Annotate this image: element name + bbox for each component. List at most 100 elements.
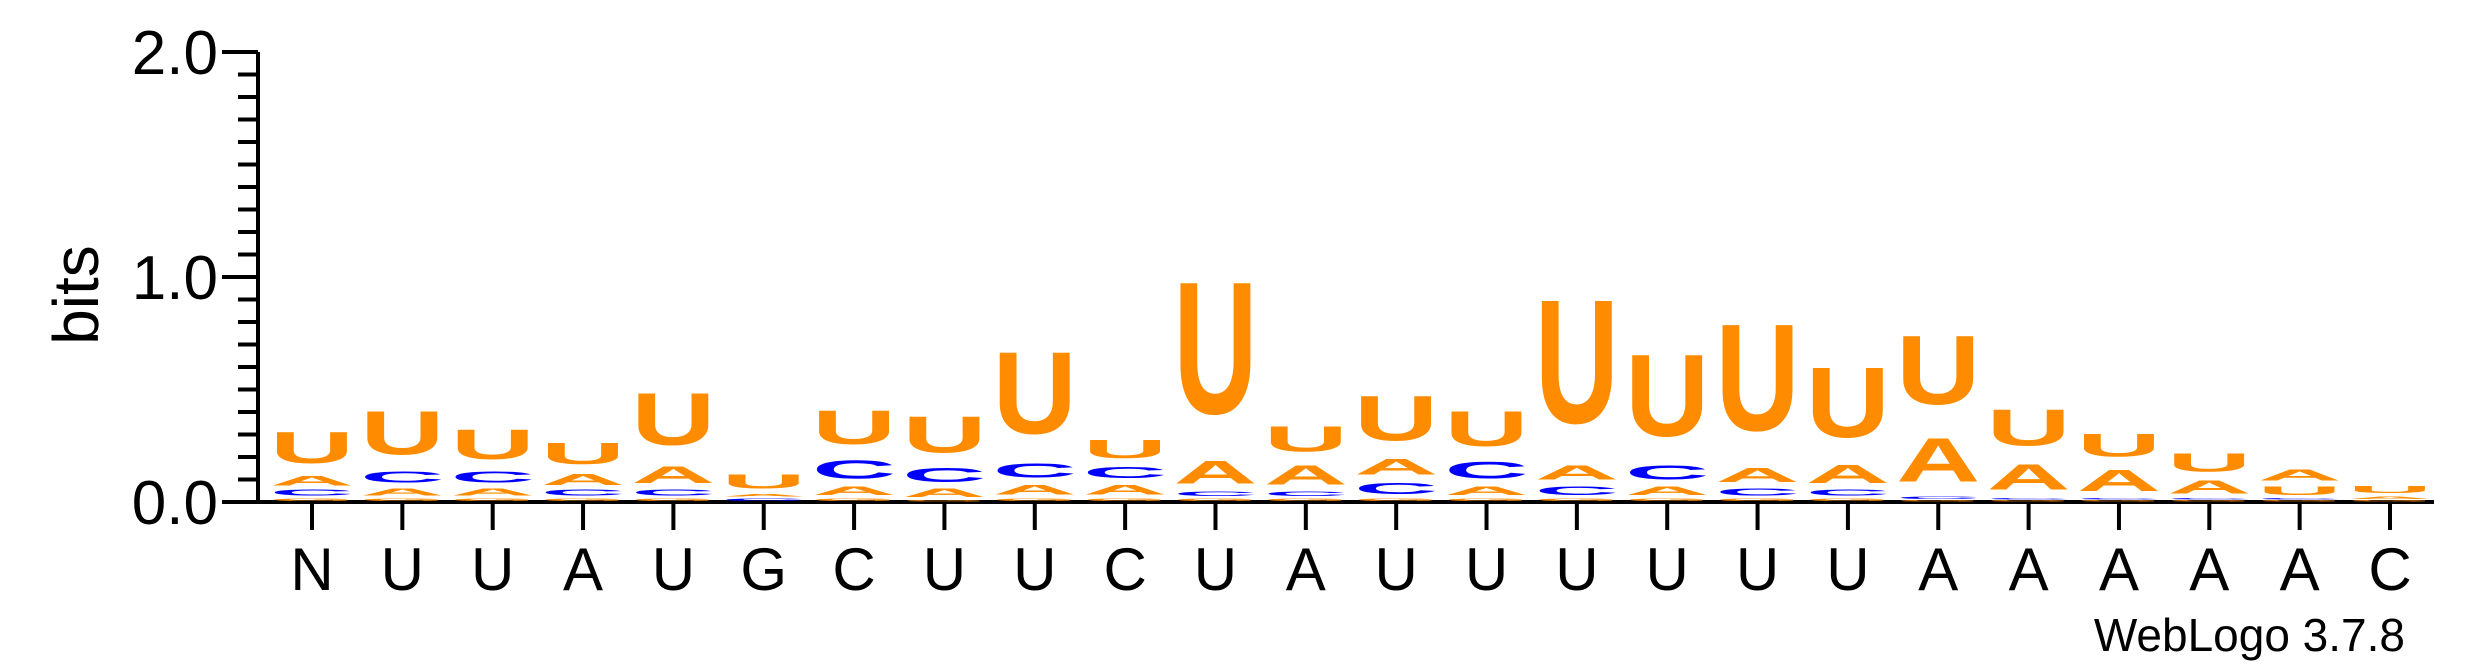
logo-letter-a: A	[1083, 482, 1167, 498]
logo-letter-a: A	[2077, 464, 2161, 498]
logo-letter-u: U	[2348, 484, 2432, 495]
logo-letter-a: A	[902, 486, 986, 500]
logo-letter-c: C	[631, 489, 715, 498]
logo-letter-a: A	[1987, 457, 2071, 497]
x-tick-label: U	[471, 536, 514, 603]
y-tick-label: 0.0	[132, 469, 218, 538]
logo-letter-g: G	[1535, 498, 1619, 502]
y-axis: 0.0 1.0 2.0	[132, 19, 260, 538]
logo-letter-g: G	[1083, 498, 1167, 502]
logo-letter-g: G	[451, 498, 535, 502]
logo-letter-c: C	[1806, 489, 1890, 498]
logo-letter-u: U	[1716, 292, 1800, 463]
x-tick-label: U	[1194, 536, 1237, 603]
logo-letter-a: A	[270, 473, 354, 489]
logo-letter-a: A	[722, 493, 806, 497]
logo-letter-u: U	[1264, 419, 1348, 459]
logo-letter-g: G	[1625, 498, 1709, 502]
logo-letter-g: G	[2077, 500, 2161, 502]
x-tick-label: U	[381, 536, 424, 603]
logo-letter-a: A	[631, 461, 715, 488]
x-tick-label: C	[2368, 536, 2411, 603]
x-tick-label: U	[652, 536, 695, 603]
x-tick-label: U	[1646, 536, 1689, 603]
logo-letter-c: C	[1445, 457, 1529, 484]
logo-letter-a: A	[1264, 459, 1348, 491]
logo-letter-u: U	[812, 400, 896, 454]
logo-letter-c: C	[812, 455, 896, 484]
logo-letter-c: C	[451, 468, 535, 486]
x-tick-label: U	[1826, 536, 1869, 603]
x-tick-label: U	[923, 536, 966, 603]
logo-letter-c: C	[1716, 486, 1800, 497]
logo-letter-g: G	[902, 500, 986, 502]
logo-column: CAU	[722, 470, 806, 502]
logo-letter-a: A	[2348, 495, 2432, 499]
logo-letter-a: A	[1716, 464, 1800, 487]
logo-letter-g: G	[812, 498, 896, 502]
letter-stacks: GCAUGACUGACUGCAUGCAUCAUGACUGACUGACUGACUG…	[270, 243, 2432, 502]
logo-letter-g: G	[541, 498, 625, 502]
y-axis-label: bits	[40, 245, 112, 345]
logo-letter-g: G	[631, 498, 715, 502]
logo-letter-a: A	[1445, 484, 1529, 498]
logo-letter-u: U	[1445, 401, 1529, 457]
x-tick-label: A	[1918, 536, 1958, 603]
weblogo-credit: WebLogo 3.7.8	[2093, 609, 2405, 661]
logo-letter-u: U	[722, 470, 806, 493]
logo-letter-c: C	[360, 468, 444, 486]
logo-letter-u: U	[360, 398, 444, 467]
logo-letter-u: U	[451, 421, 535, 468]
logo-letter-c: C	[541, 489, 625, 498]
logo-column: GAU	[2348, 484, 2432, 502]
x-tick-label: A	[1286, 536, 1326, 603]
logo-letter-g: G	[1806, 498, 1890, 502]
logo-letter-g: G	[1987, 500, 2071, 502]
logo-letter-g: G	[2348, 500, 2432, 502]
logo-letter-u: U	[1354, 382, 1438, 454]
logo-letter-c: C	[722, 498, 806, 502]
y-tick-label: 2.0	[132, 19, 218, 88]
logo-letter-c: C	[1535, 484, 1619, 498]
logo-letter-a: A	[1535, 461, 1619, 484]
logo-letter-c: C	[993, 459, 1077, 482]
logo-letter-g: G	[2167, 500, 2251, 502]
logo-letter-u: U	[1896, 314, 1980, 425]
logo-letter-u: U	[1806, 347, 1890, 459]
logo-letter-g: G	[1896, 500, 1980, 502]
logo-letter-u: U	[1083, 434, 1167, 463]
logo-letter-c: C	[2258, 498, 2342, 500]
x-tick-label: A	[2189, 536, 2229, 603]
x-tick-label: A	[2280, 536, 2320, 603]
x-tick-label: A	[563, 536, 603, 603]
logo-letter-c: C	[1173, 491, 1257, 498]
logo-letter-g: G	[1354, 498, 1438, 502]
x-tick-label: U	[1736, 536, 1779, 603]
x-tick-label: U	[1013, 536, 1056, 603]
x-tick-label: U	[1555, 536, 1598, 603]
x-tick-label: A	[2099, 536, 2139, 603]
logo-letter-u: U	[270, 423, 354, 473]
logo-letter-a: A	[2258, 466, 2342, 484]
logo-letter-u: U	[1987, 399, 2071, 458]
logo-letter-g: G	[1445, 498, 1529, 502]
x-tick-label: N	[290, 536, 333, 603]
